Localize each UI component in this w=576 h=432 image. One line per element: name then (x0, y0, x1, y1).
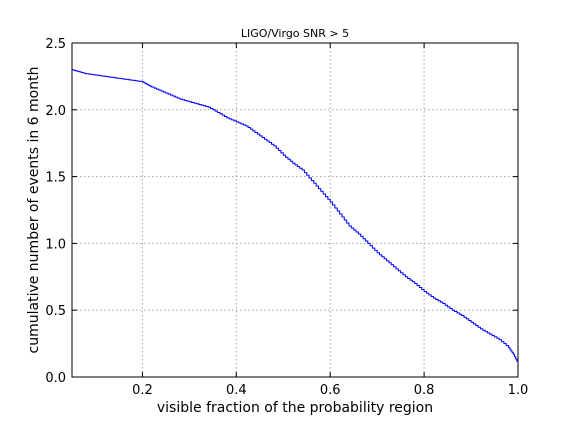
grid (72, 42, 519, 378)
x-tick-label: 0.4 (226, 383, 247, 398)
plot-frame (71, 42, 519, 378)
y-tick-label: 1.5 (45, 171, 66, 186)
series-line (72, 69, 519, 364)
y-tick-label: 0.5 (45, 304, 66, 319)
y-tick-label: 1.0 (45, 237, 66, 252)
y-tick-label: 0.0 (45, 371, 66, 386)
chart-title: LIGO/Virgo SNR > 5 (241, 27, 349, 40)
x-tick-label: 0.2 (132, 383, 153, 398)
ticks: 0.2 0.4 0.6 0.8 1.0 0.0 0.5 1.0 1.5 2.0 2.5 (45, 37, 528, 398)
y-tick-label: 2.5 (45, 37, 66, 52)
y-tick-label: 2.0 (45, 104, 66, 119)
x-tick-label: 0.6 (320, 383, 341, 398)
y-axis-title: cumulative number of events in 6 month (26, 67, 42, 354)
x-axis-title: visible fraction of the probability regi… (157, 400, 433, 416)
x-tick-label: 1.0 (508, 383, 529, 398)
x-tick-label: 0.8 (414, 383, 435, 398)
